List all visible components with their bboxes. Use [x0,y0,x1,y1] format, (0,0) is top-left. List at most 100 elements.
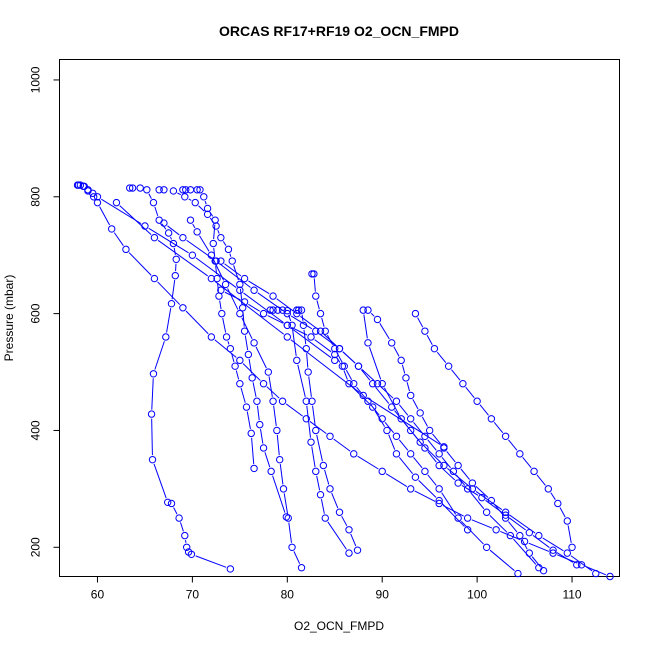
chart-title: ORCAS RF17+RF19 O2_OCN_FMPD [219,23,459,39]
series [112,198,448,451]
data-point [539,566,548,575]
data-point [359,391,367,400]
series-segment [370,404,380,416]
series-segment [300,315,318,329]
series-segment [421,416,428,427]
series-segment [235,370,240,380]
series-segment [461,484,479,496]
data-point [182,543,191,551]
series-segment [550,492,556,500]
series-segment [398,404,409,416]
series-segment [195,555,227,568]
series-segment [418,479,437,498]
series-segment [192,223,196,229]
data-point [278,306,287,314]
series-segment [241,317,253,340]
data-point [501,508,510,516]
data-point [236,356,244,365]
data-point [411,309,420,318]
series-segment [119,205,152,235]
series-segment [350,533,357,547]
data-point [84,186,92,194]
series-segment [388,434,396,450]
data-point [406,426,415,435]
series-segment [273,405,277,427]
data-point [319,461,328,470]
series-segment [297,364,306,397]
data-point [312,292,320,300]
data-point [520,537,529,546]
y-tick-label: 400 [29,420,43,440]
data-point [397,356,405,365]
series-segment [412,399,419,410]
series-segment [413,421,423,434]
series-segment [446,451,456,463]
series-segment [398,456,413,475]
series-segment [324,469,330,485]
data-point [435,499,443,508]
series-segment [154,341,165,370]
data-point [122,245,130,254]
data-point [501,511,510,519]
series-segment [401,364,406,374]
data-point [267,467,275,476]
series-segment [128,252,152,276]
data-point [141,222,149,230]
data-point [312,467,320,476]
data-point [549,549,557,557]
data-point [335,508,344,516]
series-segment [255,346,267,369]
series-segment [222,317,227,333]
data-point [212,257,220,265]
series-segment [217,282,219,292]
data-point [406,485,415,493]
data-point [126,184,134,192]
series-segment [219,263,251,288]
data-point [378,380,386,388]
series [155,186,291,521]
data-point [302,344,310,353]
data-point [240,274,249,283]
series-segment [508,521,518,533]
data-point [203,210,212,219]
series-segment [288,522,292,543]
plot-frame [59,59,620,577]
data-point [440,443,448,451]
series-segment [321,317,325,327]
series-segment [489,515,508,533]
data-point [89,189,97,197]
series-segment [479,404,489,416]
data-point [463,514,472,522]
series-segment [240,387,246,403]
series-segment [151,378,154,410]
data-point [549,546,557,554]
series-segment [542,537,564,552]
series-segment [417,317,424,328]
series-segment [170,236,173,240]
data-point [302,415,310,423]
series-segment [151,418,153,456]
data-point [213,274,221,283]
series-segment [531,556,542,568]
data-point [321,327,329,335]
data-point [402,374,410,382]
data-point [247,429,255,438]
data-point [244,350,253,359]
series-segment [293,551,301,564]
x-tick-label: 100 [467,588,487,602]
data-point [179,233,187,242]
data-point [191,198,199,207]
series-segment [406,382,410,392]
data-point [269,292,277,300]
series-layer [73,181,614,581]
data-point [482,543,491,551]
data-point [392,397,401,405]
data-point [530,467,538,476]
series-segment [185,310,209,335]
data-point [171,271,179,280]
series-segment [153,463,167,499]
series [73,181,339,365]
data-point [473,397,481,405]
data-point [435,485,443,493]
